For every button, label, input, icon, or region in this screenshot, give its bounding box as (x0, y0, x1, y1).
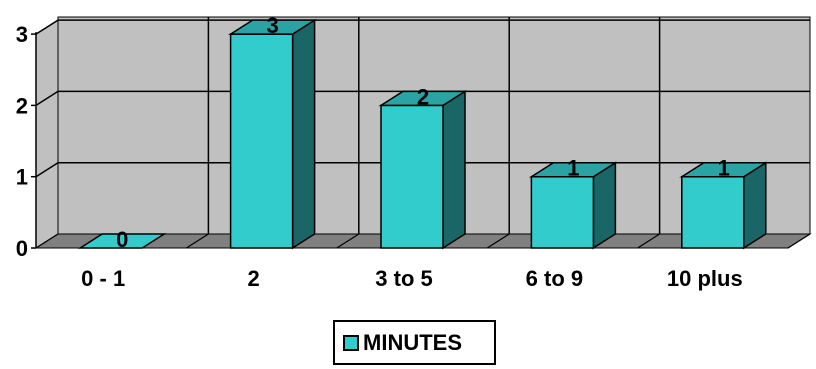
data-label: 1 (718, 156, 730, 181)
floor-divider (336, 233, 360, 249)
y-tick-label: 3 (16, 22, 28, 47)
bar-top (528, 161, 618, 178)
bar (679, 161, 769, 250)
y-axis: 0 1 2 3 (16, 22, 37, 261)
data-label: 3 (266, 13, 278, 38)
x-tick-label: 6 to 9 (526, 266, 583, 291)
plot-side-wall (35, 19, 59, 249)
x-tick-label: 2 (247, 266, 259, 291)
bar-top (228, 19, 318, 35)
bar-side (291, 18, 316, 250)
x-tick-label: 3 to 5 (375, 266, 432, 291)
bar-side (442, 90, 466, 250)
bar-front (681, 175, 745, 249)
bar-top (679, 161, 769, 178)
floor-divider (35, 233, 59, 249)
x-tick-label: 10 plus (667, 266, 743, 291)
bar-top (77, 233, 167, 249)
y-tick-label: 1 (16, 165, 28, 190)
bar (378, 90, 468, 250)
y-tick-label: 0 (16, 236, 28, 261)
bar-side (592, 161, 617, 250)
bar-front (229, 33, 294, 249)
gridline-side (35, 19, 59, 35)
bar-top (378, 90, 468, 107)
gridline-side (35, 162, 59, 178)
floor-divider (186, 233, 209, 249)
bar-front (530, 175, 595, 249)
floor-divider (787, 233, 811, 249)
bar (528, 161, 618, 250)
legend-label: MINUTES (363, 329, 462, 355)
data-label: 2 (417, 84, 429, 109)
gridline-side (35, 90, 59, 107)
data-label: 1 (567, 156, 579, 181)
bar (228, 18, 318, 250)
data-label: 0 (116, 227, 128, 252)
floor-divider (486, 233, 510, 249)
y-tick-label: 2 (16, 93, 28, 118)
legend: MINUTES (333, 320, 496, 365)
bar (77, 233, 167, 249)
floor-divider (637, 233, 660, 249)
legend-swatch (343, 334, 359, 351)
bar-front (380, 104, 444, 249)
bars: 0 3 2 1 1 (77, 13, 769, 252)
x-axis-labels: 0 - 1 2 3 to 5 6 to 9 10 plus (81, 266, 743, 291)
bar-side (743, 161, 767, 250)
x-tick-label: 0 - 1 (81, 266, 125, 291)
